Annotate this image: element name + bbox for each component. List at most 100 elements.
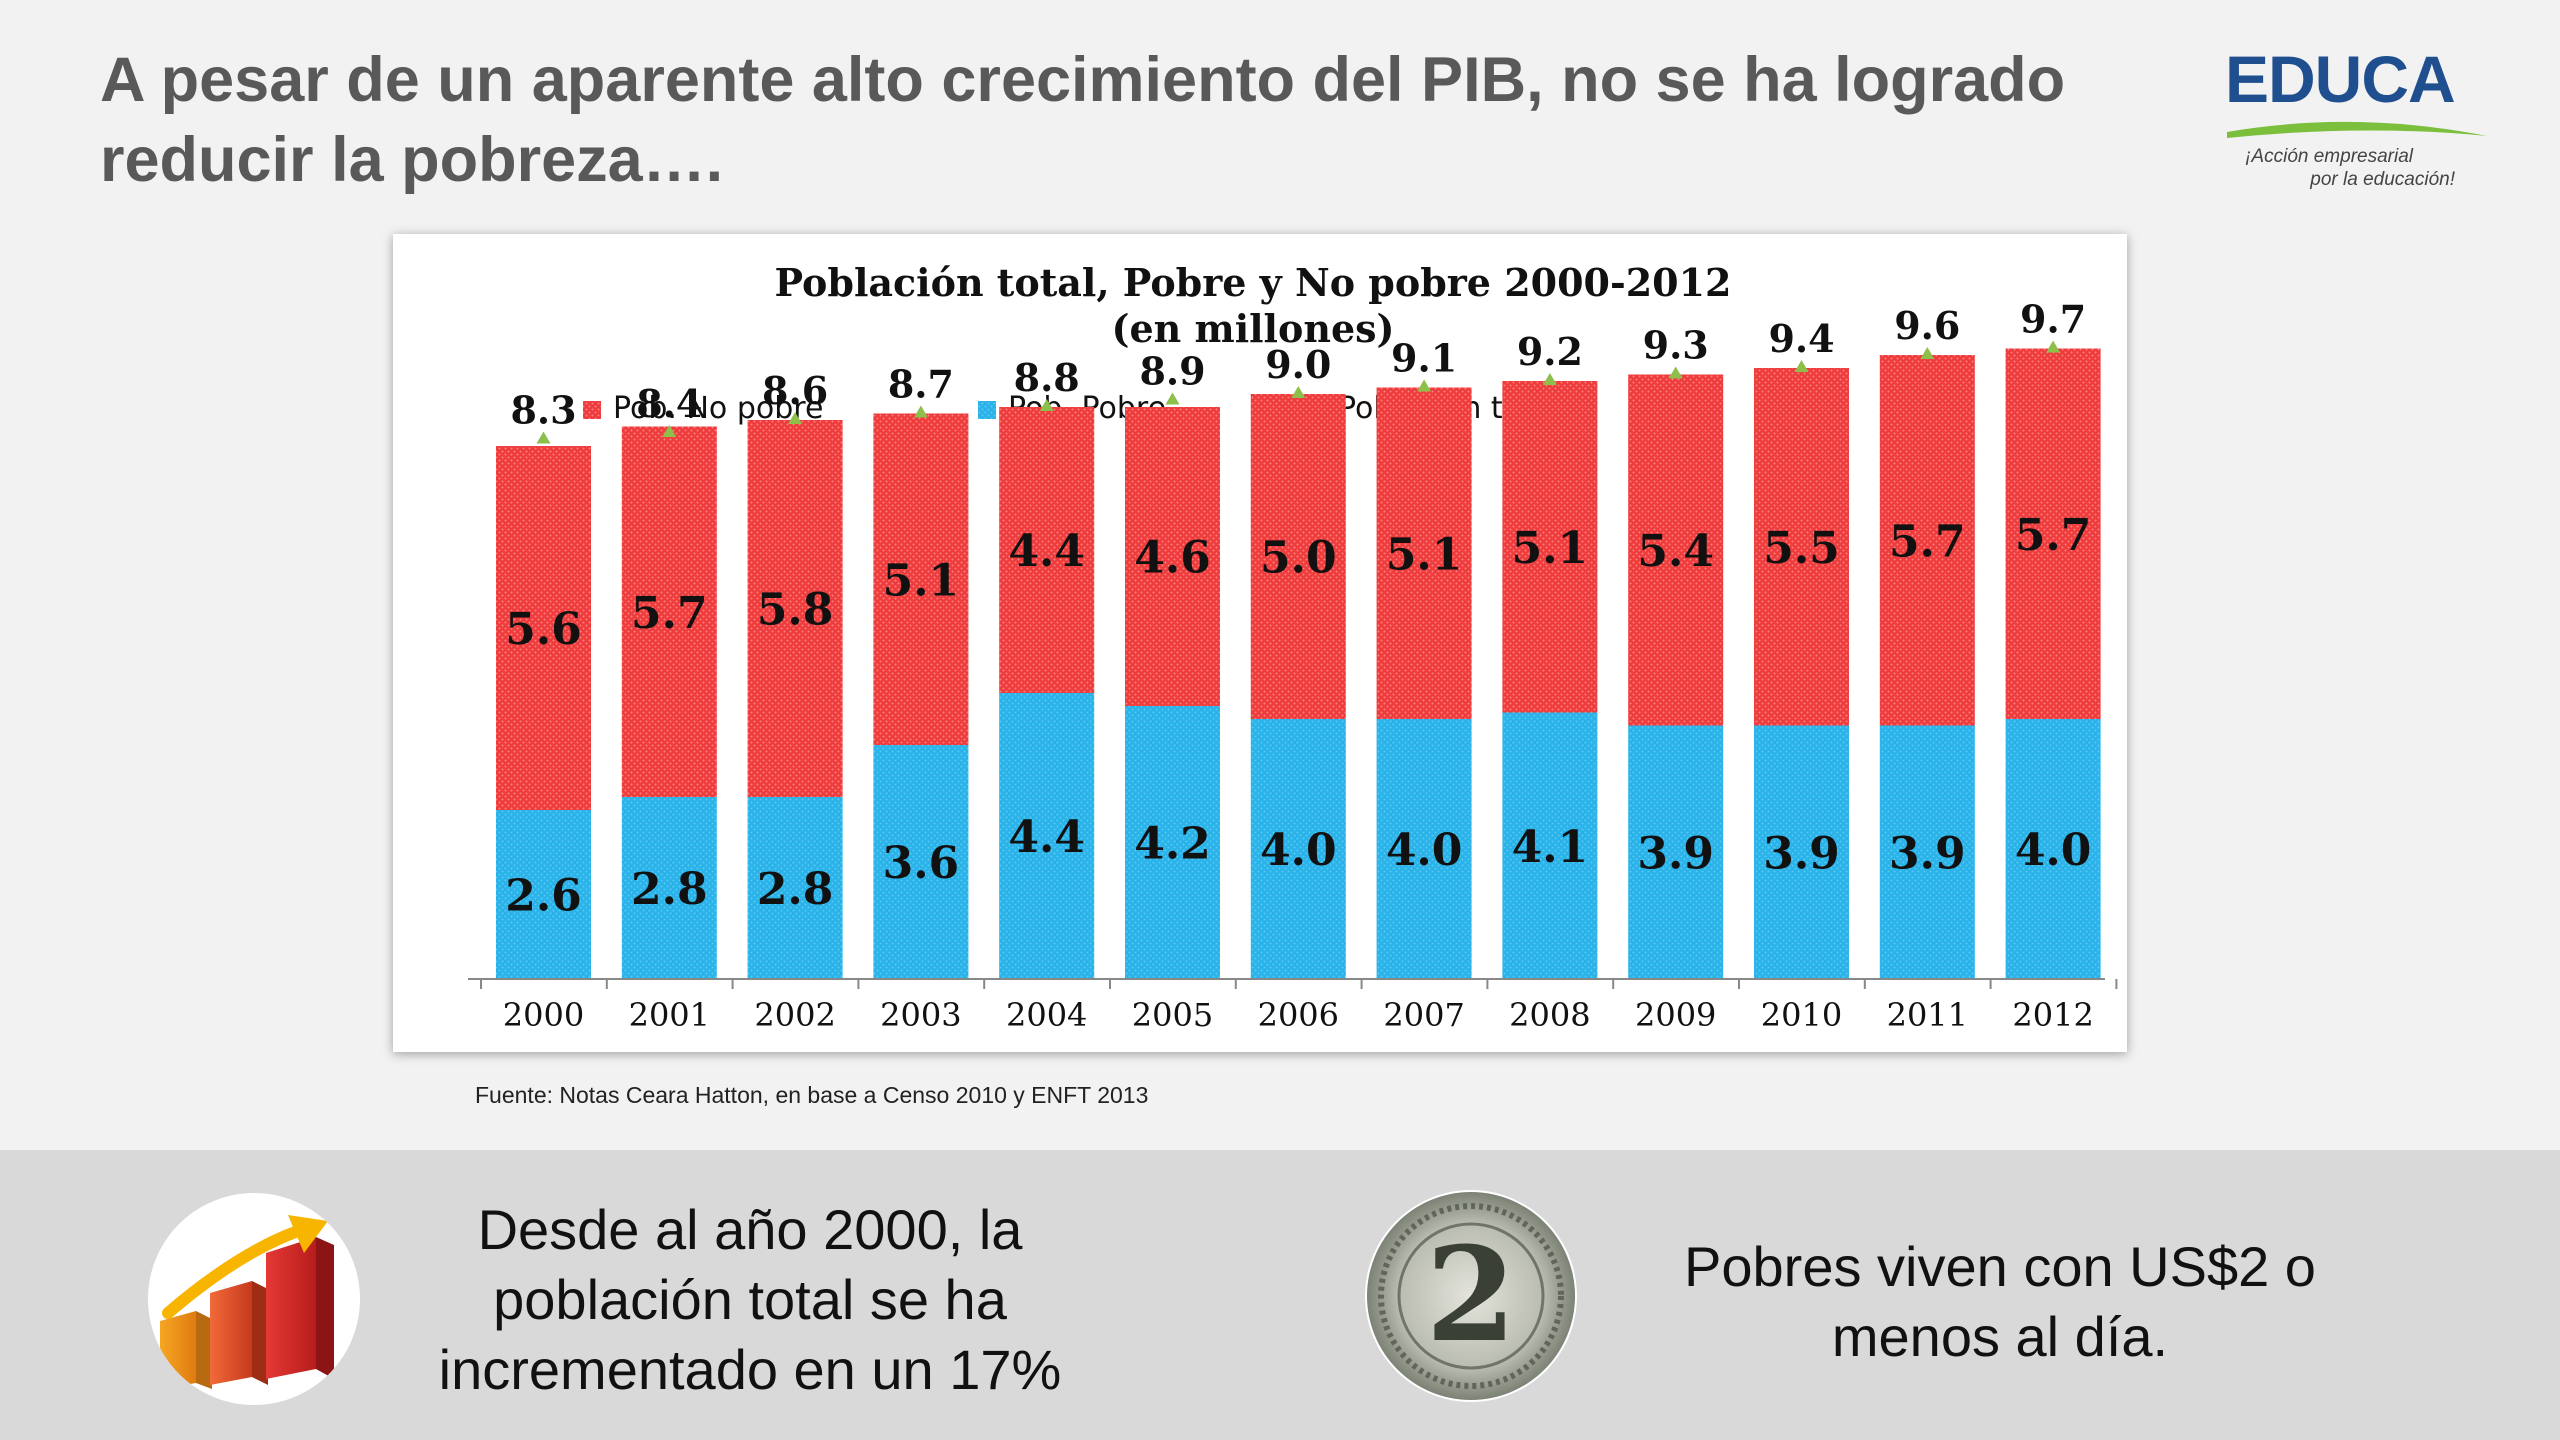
x-tick-label-2001: 2001 — [629, 996, 710, 1034]
total-marker-2001 — [662, 425, 677, 437]
x-tick-label-2002: 2002 — [754, 996, 835, 1034]
label-pobre-2009: 3.9 — [1637, 828, 1714, 879]
bar-no-pobre-2009 — [1628, 374, 1724, 726]
legend-swatch-pob-no-pobre — [583, 401, 601, 419]
chart-title: Población total, Pobre y No pobre 2000-2… — [775, 260, 1732, 305]
x-tick-label-2010: 2010 — [1761, 996, 1842, 1034]
label-total-2011: 9.6 — [1894, 303, 1960, 348]
total-marker-2005 — [1165, 392, 1180, 405]
label-no-pobre-2000: 5.6 — [505, 604, 582, 655]
bar-no-pobre-2004 — [999, 407, 1095, 693]
x-axis: 2000 2001 2002 2003 2004 2005 2006 2007 2008 2009… — [468, 978, 2118, 1034]
total-marker-2006 — [1291, 386, 1306, 398]
label-pobre-2007: 4.0 — [1386, 825, 1463, 876]
label-pobre-2010: 3.9 — [1763, 828, 1840, 879]
bar-no-pobre-2006 — [1250, 394, 1346, 719]
chart-card: Población total, Pobre y No pobre 2000-2… — [393, 234, 2127, 1052]
label-no-pobre-2005: 4.6 — [1134, 533, 1211, 584]
bar-no-pobre-2011 — [1879, 355, 1975, 726]
poverty-income-text: Pobres viven con US$2 o menos al día. — [1620, 1232, 2380, 1372]
bar-pobre-2011 — [1879, 725, 1975, 979]
stacked-bar-chart: Población total, Pobre y No pobre 2000-2… — [468, 260, 2118, 1034]
bar-no-pobre-2012 — [2005, 348, 2101, 719]
x-tick-label-2000: 2000 — [503, 996, 584, 1034]
x-tick-label-2005: 2005 — [1132, 996, 1213, 1034]
total-marker-2003 — [913, 405, 928, 418]
bar-pobre-2006 — [1250, 719, 1346, 979]
label-total-2009: 9.3 — [1643, 323, 1709, 368]
bar-pobre-2008 — [1502, 712, 1598, 979]
x-tick-label-2003: 2003 — [880, 996, 961, 1034]
poverty-income-line-1: Pobres viven con US$2 o — [1684, 1235, 2316, 1298]
bar-pobre-2002 — [747, 797, 843, 979]
bottom-band — [0, 1150, 2560, 1440]
label-total-2001: 8.4 — [636, 381, 702, 426]
label-pobre-2005: 4.2 — [1134, 819, 1211, 870]
total-marker-2000 — [536, 431, 551, 444]
label-no-pobre-2012: 5.7 — [2015, 510, 2092, 561]
label-no-pobre-2004: 4.4 — [1008, 526, 1085, 577]
page-title: A pesar de un aparente alto crecimiento … — [100, 45, 2066, 195]
total-marker-2009 — [1668, 366, 1683, 379]
logo-tagline-1: ¡Acción empresarial — [2245, 146, 2414, 167]
label-no-pobre-2010: 5.5 — [1763, 523, 1840, 574]
population-growth-line-1: Desde al año 2000, la — [477, 1198, 1023, 1261]
bar-pobre-2012 — [2005, 719, 2101, 979]
bar-no-pobre-2003 — [873, 413, 969, 745]
two-dollar-bill-icon: 2 — [1365, 1190, 1577, 1402]
total-marker-2011 — [1920, 347, 1935, 359]
label-no-pobre-2003: 5.1 — [883, 555, 960, 606]
x-tick-label-2006: 2006 — [1258, 996, 1339, 1034]
bar-no-pobre-2010 — [1754, 368, 1849, 726]
bar-pobre-2000 — [496, 810, 591, 979]
source-note: Fuente: Notas Ceara Hatton, en base a Ce… — [475, 1082, 1149, 1108]
x-tick-label-2012: 2012 — [2012, 996, 2093, 1034]
label-total-2002: 8.6 — [762, 368, 828, 413]
label-no-pobre-2009: 5.4 — [1637, 526, 1714, 577]
x-tick-label-2011: 2011 — [1887, 996, 1968, 1034]
label-no-pobre-2006: 5.0 — [1260, 533, 1337, 584]
logo-tagline-2: por la educación! — [2309, 169, 2455, 190]
bar-no-pobre-2001 — [621, 426, 717, 797]
poverty-income-line-2: menos al día. — [1831, 1305, 2169, 1368]
bar-no-pobre-2002 — [747, 420, 843, 797]
logo-text: EDUCA — [2225, 42, 2455, 116]
x-tick-label-2009: 2009 — [1635, 996, 1716, 1034]
chart-subtitle: (en millones) — [1111, 306, 1394, 351]
label-pobre-2002: 2.8 — [757, 864, 834, 915]
bar-pobre-2004 — [999, 693, 1095, 979]
growth-chart-icon — [148, 1193, 360, 1405]
total-marker-2004 — [1039, 399, 1054, 411]
total-marker-2008 — [1542, 373, 1557, 385]
label-total-2004: 8.8 — [1014, 355, 1080, 400]
bars-group: 2.6 5.6 8.3 2.8 5.7 8.4 2.8 5.8 8.6 3.6 5.1 8.7 4.4 4… — [496, 297, 2101, 979]
label-total-2008: 9.2 — [1517, 329, 1583, 374]
label-pobre-2012: 4.0 — [2015, 825, 2092, 876]
bar-no-pobre-2008 — [1502, 381, 1598, 713]
logo-swoosh — [2227, 121, 2487, 138]
label-no-pobre-2011: 5.7 — [1889, 516, 1966, 567]
label-no-pobre-2002: 5.8 — [757, 585, 834, 636]
label-total-2010: 9.4 — [1768, 316, 1834, 361]
label-pobre-2011: 3.9 — [1889, 828, 1966, 879]
label-no-pobre-2008: 5.1 — [1512, 523, 1589, 574]
label-pobre-2006: 4.0 — [1260, 825, 1337, 876]
label-pobre-2004: 4.4 — [1008, 812, 1085, 863]
bar-no-pobre-2000 — [496, 446, 591, 810]
label-no-pobre-2001: 5.7 — [631, 588, 708, 639]
total-marker-2002 — [788, 412, 803, 424]
label-total-2000: 8.3 — [510, 388, 576, 433]
label-pobre-2008: 4.1 — [1512, 822, 1589, 873]
bar-pobre-2005 — [1125, 706, 1220, 979]
svg-text:2: 2 — [1426, 1218, 1516, 1371]
total-marker-2010 — [1794, 360, 1809, 372]
bar-pobre-2007 — [1376, 719, 1472, 979]
label-pobre-2001: 2.8 — [631, 864, 708, 915]
label-total-2012: 9.7 — [2020, 297, 2086, 342]
label-total-2006: 9.0 — [1265, 342, 1331, 387]
total-marker-2012 — [2046, 340, 2061, 353]
population-growth-text: Desde al año 2000, la población total se… — [380, 1195, 1120, 1405]
bar-pobre-2009 — [1628, 725, 1724, 979]
educa-logo: EDUCA ¡Acción empresarial por la educaci… — [2225, 42, 2487, 190]
label-pobre-2000: 2.6 — [505, 871, 582, 922]
